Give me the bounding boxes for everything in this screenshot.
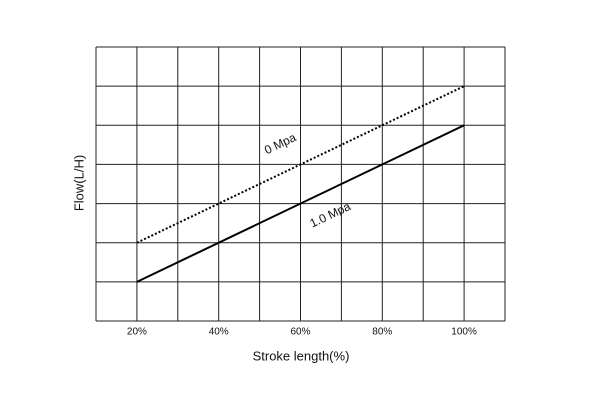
data-line [136, 124, 465, 283]
y-axis-label: Flow(L/H) [71, 155, 86, 211]
x-tick-label: 40% [209, 327, 229, 338]
x-tick-label: 80% [372, 327, 392, 338]
x-tick-label: 100% [451, 327, 477, 338]
data-line [136, 85, 465, 244]
x-tick-label: 20% [127, 327, 147, 338]
series-label: 0 Mpa [262, 130, 298, 157]
x-axis-label: Stroke length(%) [253, 348, 350, 363]
x-tick-label: 60% [290, 327, 310, 338]
